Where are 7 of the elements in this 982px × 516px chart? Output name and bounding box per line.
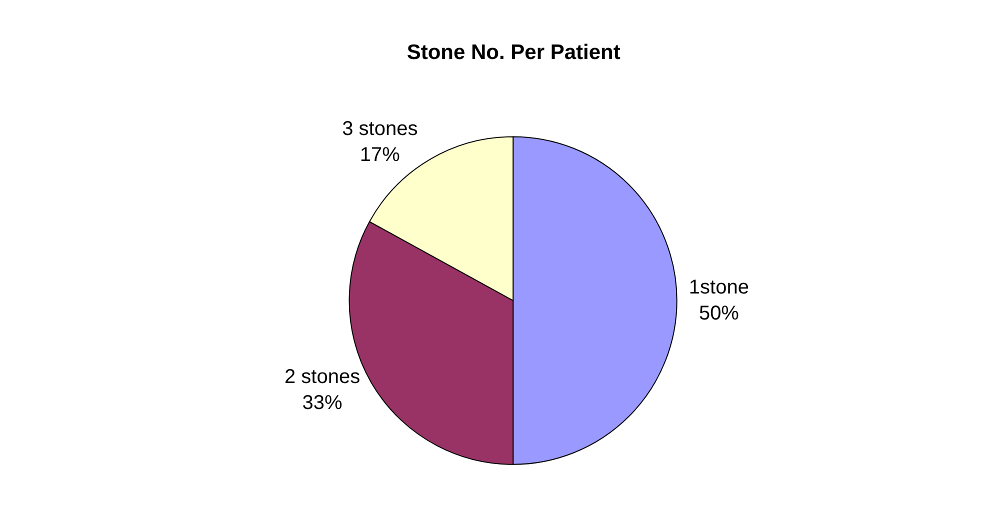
chart-title: Stone No. Per Patient <box>406 40 620 64</box>
slice-label: 1stone <box>688 276 749 299</box>
data-label: 50% <box>698 302 740 325</box>
data-label: 33% <box>302 392 343 414</box>
slice-label: 2 stones <box>284 366 360 388</box>
data-label: 17% <box>360 144 400 166</box>
slice-label: 3 stones <box>342 118 418 140</box>
